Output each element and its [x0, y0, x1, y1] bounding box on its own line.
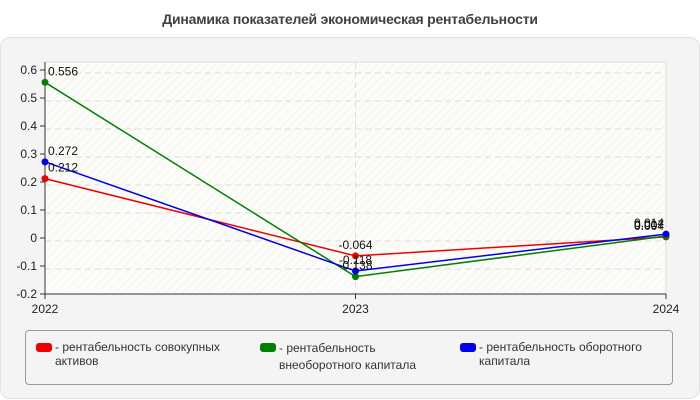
legend-label: - рентабельность совокупных активов	[55, 340, 220, 368]
y-tick-label: 0.2	[20, 175, 37, 189]
chart-title: Динамика показателей экономическая рента…	[162, 11, 538, 27]
y-tick-label: -0.1	[16, 259, 37, 273]
data-label: 0.556	[48, 64, 78, 78]
legend-label: - рентабельность внеоборотного капитала	[279, 341, 416, 372]
data-point[interactable]	[41, 158, 49, 166]
data-label: -0.118	[339, 253, 372, 267]
legend: - рентабельность совокупных активов - ре…	[25, 330, 673, 385]
data-label: 0.014	[634, 216, 664, 230]
point-labels: 0.212 -0.064 0.004 0.556 -0.138 0.007 0.272 -0.…	[48, 64, 664, 272]
data-point[interactable]	[662, 230, 670, 238]
x-tick-label: 2024	[653, 302, 680, 316]
legend-swatch-green	[260, 343, 276, 352]
legend-label: - рентабельность оборотного капитала	[479, 340, 642, 368]
y-tick-label: 0	[30, 231, 37, 245]
legend-item-noncurrent-capital: - рентабельность внеоборотного капитала	[260, 340, 416, 374]
legend-swatch-red	[36, 343, 52, 352]
x-tick-label: 2022	[32, 302, 59, 316]
data-label: 0.212	[48, 161, 78, 175]
data-point[interactable]	[352, 273, 359, 281]
y-tick-label: 0.6	[20, 63, 37, 77]
data-label: -0.138	[338, 259, 372, 273]
data-point[interactable]	[41, 78, 49, 86]
data-label: 0.004	[634, 219, 664, 233]
series-group	[41, 78, 670, 281]
data-point[interactable]	[41, 175, 49, 183]
data-label: 0.007	[634, 218, 664, 232]
data-point[interactable]	[352, 252, 359, 260]
y-tick-label: -0.2	[16, 287, 37, 301]
legend-item-total-assets: - рентабельность совокупных активов	[36, 340, 220, 368]
data-label: -0.064	[338, 238, 372, 252]
y-tick-label: 0.4	[20, 119, 37, 133]
data-point[interactable]	[352, 267, 359, 275]
data-label: 0.272	[48, 144, 78, 158]
y-tick-label: 0.5	[20, 91, 37, 105]
y-tick-label: 0.3	[20, 147, 37, 161]
x-tick-label: 2023	[342, 302, 369, 316]
legend-swatch-blue	[460, 343, 476, 352]
legend-item-working-capital: - рентабельность оборотного капитала	[460, 340, 642, 368]
y-tick-label: 0.1	[20, 203, 37, 217]
